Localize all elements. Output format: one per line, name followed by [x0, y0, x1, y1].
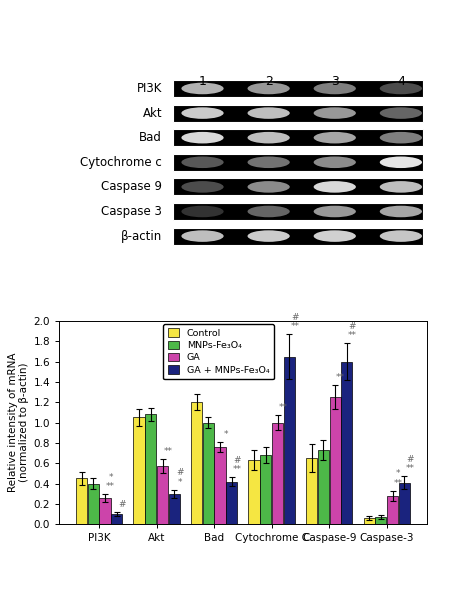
Ellipse shape: [247, 230, 290, 242]
Bar: [375, 517, 386, 524]
Text: **: **: [405, 464, 414, 474]
Bar: [76, 478, 87, 524]
FancyBboxPatch shape: [173, 203, 423, 220]
Legend: Control, MNPs-Fe₃O₄, GA, GA + MNPs-Fe₃O₄: Control, MNPs-Fe₃O₄, GA, GA + MNPs-Fe₃O₄: [163, 323, 274, 379]
Ellipse shape: [182, 82, 224, 94]
Ellipse shape: [314, 157, 356, 168]
Bar: [306, 458, 317, 524]
Ellipse shape: [314, 230, 356, 242]
Text: Bad: Bad: [139, 131, 162, 144]
Text: 2: 2: [264, 75, 273, 88]
Text: #: #: [406, 455, 414, 464]
Ellipse shape: [247, 82, 290, 94]
Ellipse shape: [182, 206, 224, 217]
Bar: [284, 356, 295, 524]
Bar: [329, 397, 341, 524]
Text: **: **: [336, 373, 345, 382]
Bar: [111, 514, 122, 524]
FancyBboxPatch shape: [173, 129, 423, 146]
Bar: [88, 484, 99, 524]
Bar: [100, 498, 110, 524]
Text: *: *: [223, 430, 228, 439]
Ellipse shape: [314, 132, 356, 144]
FancyBboxPatch shape: [173, 105, 423, 121]
Ellipse shape: [314, 181, 356, 193]
Text: Akt: Akt: [143, 107, 162, 120]
Ellipse shape: [182, 157, 224, 168]
Ellipse shape: [380, 132, 422, 144]
Ellipse shape: [380, 107, 422, 119]
Ellipse shape: [247, 132, 290, 144]
Bar: [191, 402, 202, 524]
Text: Caspase 3: Caspase 3: [101, 205, 162, 218]
Text: **: **: [233, 465, 242, 474]
Text: Cytochrome c: Cytochrome c: [81, 155, 162, 169]
Text: β-actin: β-actin: [121, 230, 162, 243]
Bar: [341, 362, 352, 524]
Y-axis label: Relative intensity of mRNA
(normalized to β-actin): Relative intensity of mRNA (normalized t…: [8, 353, 29, 492]
Ellipse shape: [182, 181, 224, 193]
Text: #: #: [176, 468, 183, 478]
Text: *: *: [396, 469, 401, 478]
Bar: [215, 447, 226, 524]
Ellipse shape: [380, 82, 422, 94]
Bar: [157, 466, 168, 524]
Ellipse shape: [182, 107, 224, 119]
Bar: [399, 482, 410, 524]
FancyBboxPatch shape: [173, 227, 423, 244]
Text: 4: 4: [397, 75, 405, 88]
Ellipse shape: [314, 206, 356, 217]
Bar: [272, 422, 283, 524]
FancyBboxPatch shape: [173, 80, 423, 97]
Text: **: **: [164, 447, 173, 456]
Ellipse shape: [247, 181, 290, 193]
Bar: [260, 455, 271, 524]
Text: Caspase 9: Caspase 9: [101, 180, 162, 193]
Text: PI3K: PI3K: [137, 82, 162, 95]
Bar: [203, 422, 214, 524]
Ellipse shape: [314, 107, 356, 119]
Bar: [169, 494, 180, 524]
Text: #: #: [291, 313, 299, 322]
Text: #: #: [118, 500, 126, 509]
Bar: [226, 482, 237, 524]
FancyBboxPatch shape: [173, 178, 423, 196]
Text: **: **: [291, 322, 300, 331]
Bar: [387, 496, 398, 524]
Text: 3: 3: [331, 75, 339, 88]
Bar: [145, 415, 156, 524]
Text: #: #: [349, 322, 356, 331]
Ellipse shape: [247, 107, 290, 119]
Text: **: **: [348, 331, 357, 340]
Bar: [248, 460, 260, 524]
FancyBboxPatch shape: [173, 154, 423, 171]
Ellipse shape: [247, 206, 290, 217]
Bar: [134, 418, 145, 524]
Ellipse shape: [380, 181, 422, 193]
Ellipse shape: [380, 230, 422, 242]
Ellipse shape: [314, 82, 356, 94]
Text: #: #: [234, 456, 241, 465]
Text: **: **: [393, 479, 402, 488]
Ellipse shape: [380, 157, 422, 168]
Text: **: **: [279, 403, 288, 412]
Ellipse shape: [380, 206, 422, 217]
Ellipse shape: [247, 157, 290, 168]
Ellipse shape: [182, 132, 224, 144]
Text: *: *: [178, 478, 182, 487]
Text: **: **: [106, 482, 115, 491]
Bar: [364, 518, 374, 524]
Text: 1: 1: [199, 75, 207, 88]
Ellipse shape: [182, 230, 224, 242]
Bar: [318, 450, 329, 524]
Text: *: *: [109, 472, 113, 482]
